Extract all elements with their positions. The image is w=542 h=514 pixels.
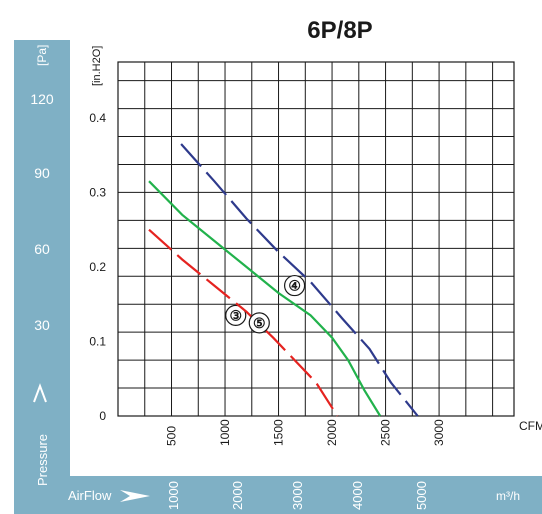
series-marker-circle bbox=[225, 304, 247, 326]
pressure-label: Pressure bbox=[35, 434, 50, 486]
secondary-y-tick-label: 90 bbox=[34, 165, 50, 181]
series-4-label: ④ bbox=[288, 278, 301, 294]
tick-labels: 500 1000 1500 2000 2500 3000 0 0.1 0.2 0.3 0.4 bbox=[89, 111, 446, 446]
secondary-y-tick-label: 60 bbox=[34, 241, 50, 257]
series-line bbox=[148, 180, 382, 417]
x-tick-label: 2500 bbox=[379, 419, 393, 446]
series-marker-circle bbox=[283, 274, 306, 297]
x-tick-label: 3000 bbox=[432, 419, 446, 446]
secondary-x-tick-label: 1000 bbox=[166, 481, 181, 510]
series-5-label: ⑤ bbox=[253, 315, 266, 331]
up-arrow-icon bbox=[33, 383, 47, 403]
y-tick-label: 0 bbox=[99, 409, 106, 423]
y-tick-label: 0.4 bbox=[89, 111, 106, 125]
y-tick-label: 0.3 bbox=[89, 185, 106, 199]
series-line bbox=[180, 143, 419, 417]
chart-title: 6P/8P bbox=[307, 17, 372, 44]
series-3-label: ③ bbox=[229, 307, 242, 323]
airflow-label: AirFlow bbox=[68, 488, 112, 503]
x-tick-label: 500 bbox=[165, 426, 179, 446]
secondary-x-tick-label: 3000 bbox=[290, 481, 305, 510]
y-tick-label: 0.2 bbox=[89, 260, 106, 274]
secondary-x-unit: m³/h bbox=[496, 489, 520, 503]
left-band bbox=[14, 40, 70, 514]
y-axis-label: [in.H2O] bbox=[91, 46, 103, 86]
right-arrow-icon bbox=[120, 490, 150, 502]
x-tick-label: 1000 bbox=[218, 419, 232, 446]
secondary-y-unit: [Pa] bbox=[35, 45, 49, 66]
series-marker-circle bbox=[248, 312, 270, 334]
x-tick-label: 1500 bbox=[272, 419, 286, 446]
series-line bbox=[148, 228, 339, 417]
plot-grid bbox=[117, 61, 515, 417]
secondary-x-tick-label: 2000 bbox=[230, 481, 245, 510]
secondary-x-tick-label: 5000 bbox=[414, 481, 429, 510]
series-layer: ④ ③ ⑤ bbox=[148, 143, 419, 417]
x-tick-label: 2000 bbox=[325, 419, 339, 446]
y-tick-label: 0.1 bbox=[89, 334, 106, 348]
bottom-band bbox=[14, 476, 542, 514]
secondary-x-tick-label: 4000 bbox=[350, 481, 365, 510]
secondary-y-tick-label: 30 bbox=[34, 317, 50, 333]
secondary-y-tick-label: 120 bbox=[30, 91, 54, 107]
plot-frame bbox=[117, 61, 515, 417]
x-axis-label: CFM bbox=[519, 419, 542, 433]
